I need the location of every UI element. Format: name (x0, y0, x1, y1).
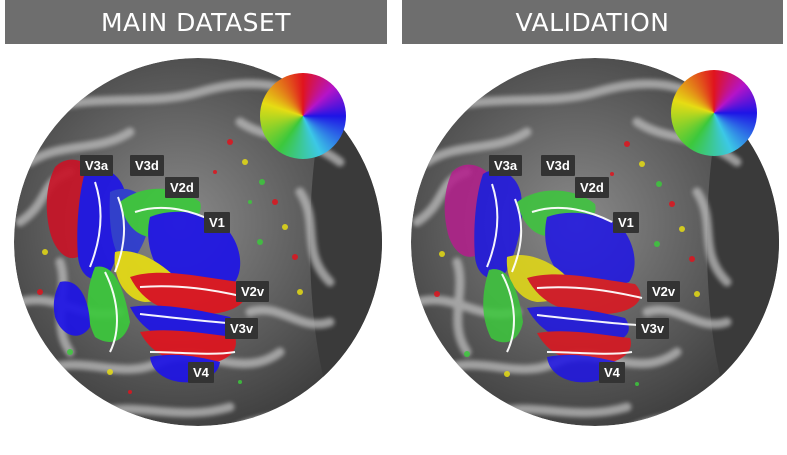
brain-panel-main: V3a V3d V2d V1 V2v V3v V4 (0, 52, 395, 455)
label-v4: V4 (599, 362, 625, 383)
label-v1: V1 (613, 212, 639, 233)
brain-panel-validation: V3a V3d V2d V1 V2v V3v V4 (395, 52, 787, 455)
label-v3a: V3a (489, 155, 523, 176)
panel-title-main: MAIN DATASET (5, 0, 387, 44)
label-v3v: V3v (636, 318, 670, 339)
label-v2d: V2d (165, 177, 199, 198)
label-v2v: V2v (647, 281, 681, 302)
label-v3d: V3d (130, 155, 164, 176)
polar-angle-color-wheel-icon (671, 70, 757, 156)
label-v4: V4 (188, 362, 214, 383)
polar-angle-color-wheel-icon (260, 73, 346, 159)
label-v1: V1 (204, 212, 230, 233)
label-v2v: V2v (236, 281, 270, 302)
panel-title-validation: VALIDATION (402, 0, 783, 44)
brain-map-validation (411, 58, 779, 426)
label-v3d: V3d (541, 155, 575, 176)
label-v3v: V3v (225, 318, 259, 339)
label-v2d: V2d (575, 177, 609, 198)
label-v3a: V3a (80, 155, 114, 176)
